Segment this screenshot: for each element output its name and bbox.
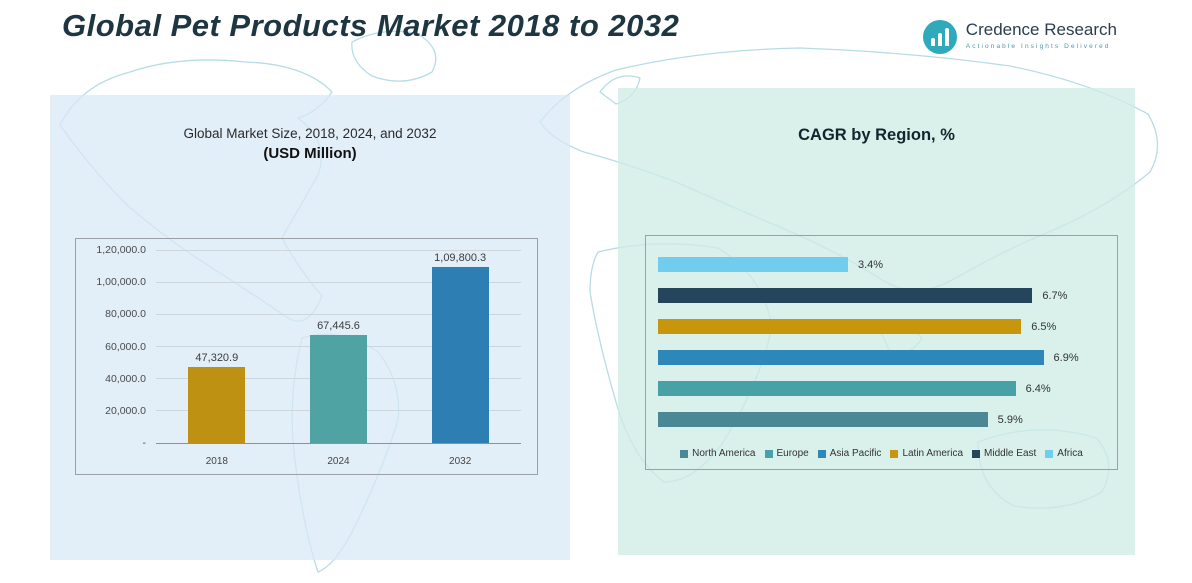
bar-slot-2032: 1,09,800.3 — [400, 251, 520, 443]
bar-value-label: 67,445.6 — [317, 320, 360, 333]
gridline — [156, 282, 521, 283]
legend-label: Africa — [1057, 448, 1083, 459]
market-size-unit: (USD Million) — [263, 145, 357, 162]
legend-label: Middle East — [984, 448, 1037, 459]
bar-asia-pacific — [658, 350, 1044, 365]
bar-2032 — [431, 267, 489, 443]
left-chart-plot: 47,320.9 67,445.6 1,09,800.3 — [156, 250, 521, 444]
y-tick-label: 60,000.0 — [105, 340, 146, 353]
left-chart-x-axis: 2018 2024 2032 — [156, 456, 521, 467]
market-size-chart: 1,20,000.0 1,00,000.0 80,000.0 60,000.0 40,0… — [75, 238, 538, 475]
bar-2024 — [309, 335, 367, 443]
bar-row-north-america: 5.9% — [658, 404, 1105, 435]
bar-latin-america — [658, 319, 1022, 334]
y-tick-label: 40,000.0 — [105, 372, 146, 385]
legend-swatch — [890, 449, 899, 458]
y-tick-label: 80,000.0 — [105, 308, 146, 321]
left-chart-bars: 47,320.9 67,445.6 1,09,800.3 — [156, 251, 521, 443]
x-tick-label: 2032 — [449, 456, 472, 467]
bar-value-label: 6.9% — [1053, 351, 1079, 364]
y-tick-label: 1,20,000.0 — [96, 244, 146, 256]
legend-swatch — [764, 449, 773, 458]
credence-research-logo: Credence Research Actionable Insights De… — [922, 20, 1117, 54]
legend-swatch — [817, 449, 826, 458]
logo-name: Credence Research — [965, 20, 1117, 39]
gridline — [156, 250, 521, 251]
legend-item-north-america: North America — [680, 448, 756, 459]
page-title: Global Pet Products Market 2018 to 2032 — [62, 8, 680, 43]
bar-value-label: 1,09,800.3 — [434, 252, 487, 265]
bar-row-middle-east: 6.7% — [658, 280, 1105, 311]
bar-row-europe: 6.4% — [658, 373, 1105, 404]
legend-item-asia-pacific: Asia Pacific — [817, 448, 882, 459]
bar-value-label: 6.7% — [1042, 289, 1068, 302]
bar-value-label: 47,320.9 — [195, 352, 239, 365]
legend-swatch — [1045, 449, 1054, 458]
legend-item-europe: Europe — [764, 448, 809, 459]
legend-item-africa: Africa — [1045, 448, 1083, 459]
legend-label: Europe — [776, 448, 809, 459]
bar-slot-2018: 47,320.9 — [157, 251, 277, 443]
legend-swatch — [680, 449, 689, 458]
bar-north-america — [658, 412, 988, 427]
legend-label: Latin America — [902, 448, 964, 459]
bar-africa — [658, 257, 848, 272]
right-chart-rows: 3.4% 6.7% 6.5% 6.9% 6.4% 5.9% — [658, 249, 1105, 435]
bar-row-africa: 3.4% — [658, 249, 1105, 280]
bar-2018 — [188, 367, 246, 443]
bar-row-latin-america: 6.5% — [658, 311, 1105, 342]
bar-row-asia-pacific: 6.9% — [658, 342, 1105, 373]
left-chart-y-axis: 1,20,000.0 1,00,000.0 80,000.0 60,000.0 40,0… — [82, 244, 146, 449]
market-size-panel: Global Market Size, 2018, 2024, and 2032… — [50, 95, 570, 560]
x-tick-label: 2024 — [327, 456, 350, 467]
bar-value-label: 6.4% — [1025, 382, 1051, 395]
x-tick-label: 2018 — [205, 456, 228, 467]
legend-item-latin-america: Latin America — [890, 448, 963, 459]
logo-text-block: Credence Research Actionable Insights De… — [966, 20, 1117, 50]
bar-middle-east — [658, 288, 1033, 303]
y-tick-label: - — [142, 437, 147, 449]
bar-value-label: 5.9% — [997, 413, 1023, 426]
legend-item-middle-east: Middle East — [972, 448, 1036, 459]
logo-tagline: Actionable Insights Delivered — [965, 43, 1111, 50]
cagr-panel: CAGR by Region, % 3.4% 6.7% 6.5% 6.9% 6.4% 5.… — [618, 88, 1135, 555]
legend-label: North America — [692, 448, 756, 459]
bar-value-label: 6.5% — [1031, 320, 1057, 333]
cagr-chart: 3.4% 6.7% 6.5% 6.9% 6.4% 5.9% North America Eu… — [645, 235, 1118, 470]
legend-swatch — [972, 449, 981, 458]
y-tick-label: 20,000.0 — [105, 404, 146, 417]
bar-chart-logo-icon — [922, 20, 957, 54]
cagr-title: CAGR by Region, % — [798, 126, 955, 144]
bar-value-label: 3.4% — [857, 258, 884, 271]
bar-europe — [658, 381, 1016, 396]
gridline — [156, 314, 521, 315]
bar-slot-2024: 67,445.6 — [278, 251, 398, 443]
market-size-subtitle: Global Market Size, 2018, 2024, and 2032 — [183, 126, 437, 141]
y-tick-label: 1,00,000.0 — [96, 276, 146, 289]
cagr-legend: North America Europe Asia Pacific Latin Ame… — [658, 448, 1105, 461]
legend-label: Asia Pacific — [829, 448, 882, 459]
